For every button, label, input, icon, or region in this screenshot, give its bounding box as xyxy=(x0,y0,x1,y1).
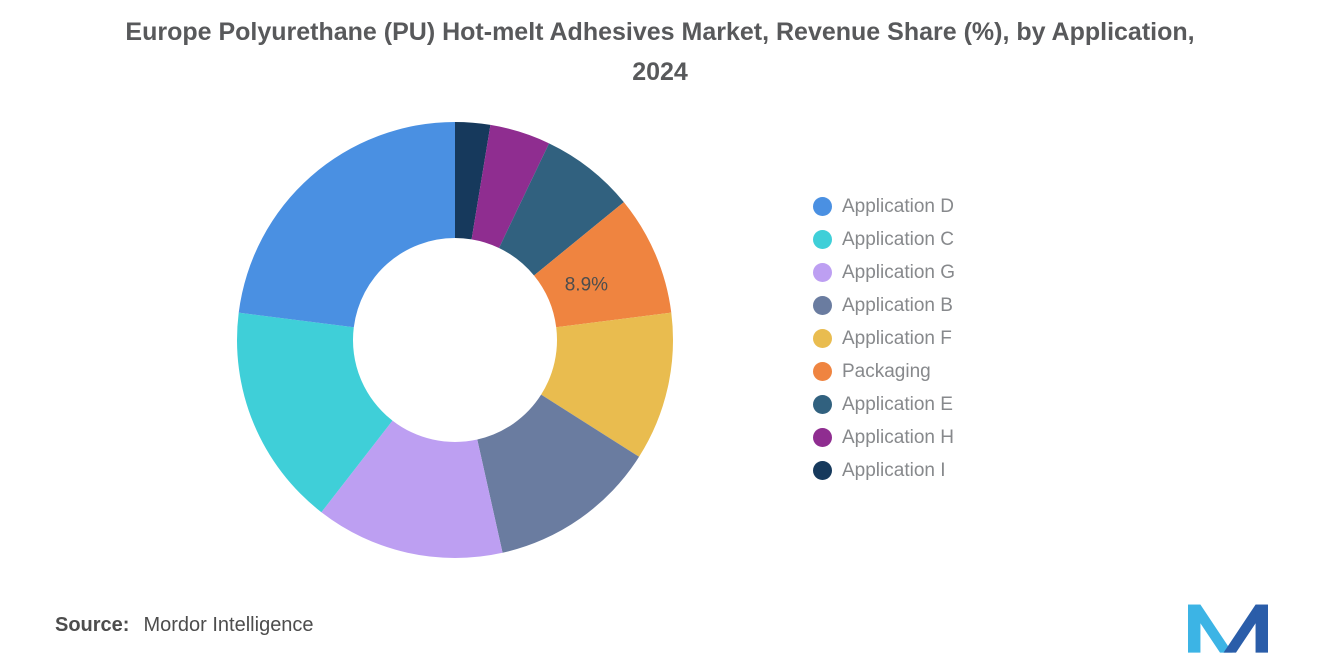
legend-item-application-g: Application G xyxy=(813,256,955,289)
legend-label: Packaging xyxy=(842,360,931,382)
mordor-intelligence-logo xyxy=(1188,604,1268,653)
donut-slice-application-d xyxy=(238,122,455,328)
legend-swatch xyxy=(813,395,832,414)
donut-slice-application-g xyxy=(321,420,503,558)
legend: Application D Application C Application G A… xyxy=(813,190,955,487)
legend-item-application-h: Application H xyxy=(813,421,955,454)
donut-slice-packaging xyxy=(534,202,672,328)
legend-item-application-b: Application B xyxy=(813,289,955,322)
legend-label: Application C xyxy=(842,228,954,250)
legend-item-application-d: Application D xyxy=(813,190,955,223)
donut-slice-application-c xyxy=(237,312,393,513)
legend-swatch xyxy=(813,263,832,282)
source-label: Source: xyxy=(55,614,130,636)
legend-swatch xyxy=(813,461,832,480)
donut-slice-application-b xyxy=(477,394,640,553)
legend-swatch xyxy=(813,230,832,249)
legend-label: Application F xyxy=(842,327,952,349)
legend-label: Application I xyxy=(842,459,946,481)
legend-label: Application H xyxy=(842,426,954,448)
legend-swatch xyxy=(813,329,832,348)
legend-item-application-f: Application F xyxy=(813,322,955,355)
legend-swatch xyxy=(813,362,832,381)
legend-swatch xyxy=(813,296,832,315)
donut-slice-application-f xyxy=(541,312,673,457)
legend-item-application-c: Application C xyxy=(813,223,955,256)
legend-label: Application E xyxy=(842,393,953,415)
donut-slice-application-h xyxy=(471,124,550,248)
donut-slice-application-i xyxy=(455,122,491,240)
legend-item-application-i: Application I xyxy=(813,454,955,487)
legend-label: Application G xyxy=(842,261,956,283)
legend-swatch xyxy=(813,428,832,447)
donut-slice-application-e xyxy=(499,143,624,276)
donut-chart: 8.9% xyxy=(237,122,673,558)
legend-label: Application D xyxy=(842,195,954,217)
legend-item-application-e: Application E xyxy=(813,388,955,421)
legend-label: Application B xyxy=(842,294,953,316)
legend-swatch xyxy=(813,197,832,216)
source-value: Mordor Intelligence xyxy=(143,614,314,636)
source-line: Source: Mordor Intelligence xyxy=(55,614,314,637)
legend-item-packaging: Packaging xyxy=(813,355,955,388)
slice-data-label: 8.9% xyxy=(565,275,608,296)
chart-title: Europe Polyurethane (PU) Hot-melt Adhesi… xyxy=(125,18,1195,86)
